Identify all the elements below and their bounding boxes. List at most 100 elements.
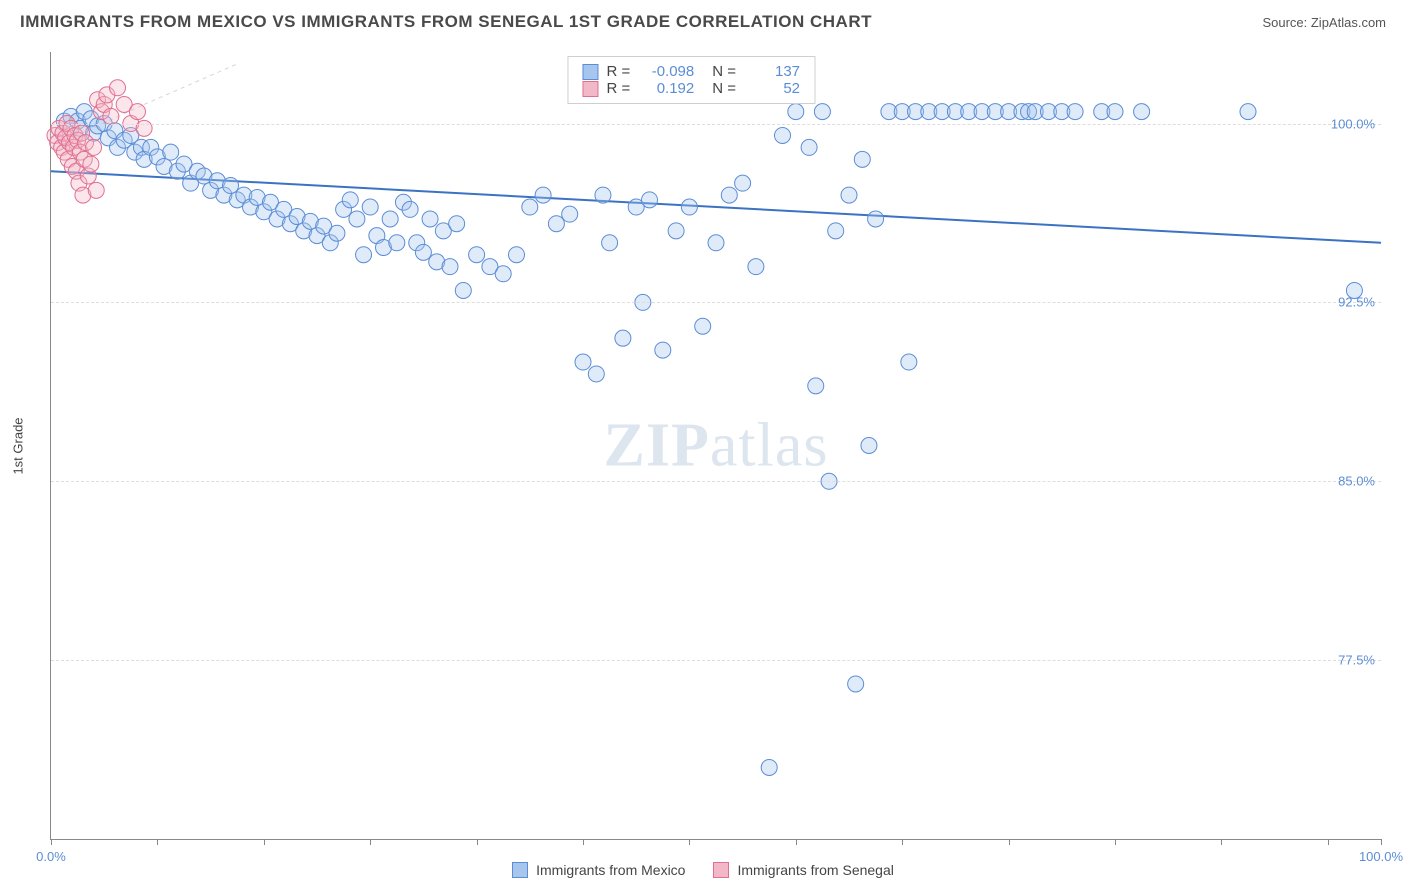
n-label: N = [712,80,736,97]
data-point [635,294,651,310]
data-point [615,330,631,346]
x-tick [477,839,478,845]
data-point [721,187,737,203]
data-point [854,151,870,167]
legend-label: Immigrants from Senegal [737,862,893,878]
data-point [1107,104,1123,120]
data-point [588,366,604,382]
data-point [548,216,564,232]
data-point [442,259,458,275]
legend-item: Immigrants from Senegal [713,862,893,878]
legend-label: Immigrants from Mexico [536,862,685,878]
data-point [808,378,824,394]
data-point [861,438,877,454]
x-tick [689,839,690,845]
data-point [901,354,917,370]
data-point [821,473,837,489]
data-point [86,139,102,155]
data-point [455,282,471,298]
data-point [356,247,372,263]
r-value: -0.098 [638,63,694,80]
x-tick [1115,839,1116,845]
data-point [223,178,239,194]
data-point [495,266,511,282]
data-point [522,199,538,215]
stats-row: R = -0.098 N = 137 [582,63,800,80]
n-label: N = [712,63,736,80]
x-tick [1009,839,1010,845]
data-point [814,104,830,120]
n-value: 137 [744,63,800,80]
data-point [828,223,844,239]
data-point [695,318,711,334]
x-tick [264,839,265,845]
data-point [469,247,485,263]
series-swatch [582,64,598,80]
data-point [449,216,465,232]
data-point [735,175,751,191]
data-point [163,144,179,160]
data-point [382,211,398,227]
data-point [595,187,611,203]
data-point [1346,282,1362,298]
data-point [681,199,697,215]
legend-bottom: Immigrants from Mexico Immigrants from Se… [0,862,1406,878]
data-point [848,676,864,692]
legend-swatch [512,862,528,878]
x-tick [157,839,158,845]
data-point [110,80,126,96]
x-tick [370,839,371,845]
data-point [136,120,152,136]
data-point [342,192,358,208]
data-point [88,182,104,198]
r-label: R = [606,80,630,97]
data-point [402,201,418,217]
data-point [83,156,99,172]
data-point [868,211,884,227]
x-tick [583,839,584,845]
data-point [642,192,658,208]
data-point [748,259,764,275]
data-point [362,199,378,215]
r-label: R = [606,63,630,80]
chart-plot-area: ZIPatlas R =-0.098N =137R =0.192N =52 10… [50,52,1381,840]
x-tick [1328,839,1329,845]
correlation-stats-box: R = -0.098 N = 137 R = 0.192 N = 52 [567,56,815,104]
trend-line-extension [144,64,237,105]
data-point [535,187,551,203]
data-point [775,127,791,143]
data-point [1067,104,1083,120]
data-point [422,211,438,227]
n-value: 52 [744,80,800,97]
data-point [509,247,525,263]
data-point [1134,104,1150,120]
data-point [575,354,591,370]
x-tick [1221,839,1222,845]
series-swatch [582,81,598,97]
legend-item: Immigrants from Mexico [512,862,685,878]
data-point [389,235,405,251]
data-point [788,104,804,120]
data-point [668,223,684,239]
source-label: Source: ZipAtlas.com [1262,15,1386,30]
chart-title: IMMIGRANTS FROM MEXICO VS IMMIGRANTS FRO… [20,12,872,32]
x-tick [902,839,903,845]
data-point [761,759,777,775]
data-point [103,108,119,124]
stats-row: R = 0.192 N = 52 [582,80,800,97]
scatter-plot-svg [51,52,1381,839]
legend-swatch [713,862,729,878]
data-point [562,206,578,222]
x-tick [796,839,797,845]
data-point [129,104,145,120]
y-axis-title: 1st Grade [11,417,26,474]
data-point [655,342,671,358]
data-point [602,235,618,251]
data-point [841,187,857,203]
x-tick [51,839,52,845]
data-point [1240,104,1256,120]
x-tick [1381,839,1382,845]
data-point [329,225,345,241]
r-value: 0.192 [638,80,694,97]
data-point [349,211,365,227]
